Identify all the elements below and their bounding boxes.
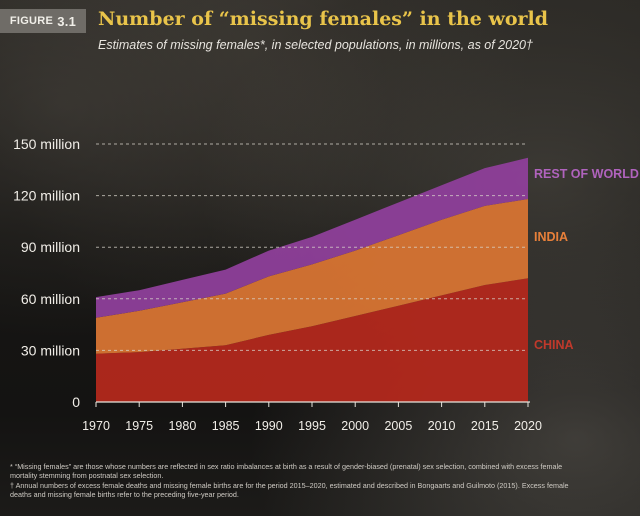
y-tick-label-90: 90 million <box>21 239 80 255</box>
x-tick-label-1975: 1975 <box>125 419 153 433</box>
y-tick-label-150: 150 million <box>13 136 80 152</box>
stacked-area-chart: 0 30 million 60 million 90 million 120 milli… <box>13 136 639 433</box>
x-tick-label-1980: 1980 <box>168 419 196 433</box>
series-label-india: INDIA <box>534 230 568 244</box>
x-tick-label-1985: 1985 <box>212 419 240 433</box>
x-tick-label-2005: 2005 <box>384 419 412 433</box>
chart-title: Number of “missing females” in the world <box>98 8 549 30</box>
x-tick-label-2015: 2015 <box>471 419 499 433</box>
y-tick-label-60: 60 million <box>21 291 80 307</box>
footnote-missing-females: * “Missing females” are those whose numb… <box>10 462 563 480</box>
area-china <box>96 278 528 402</box>
series-label-rest-of-world: REST OF WORLD <box>534 167 639 181</box>
x-tick-label-1990: 1990 <box>255 419 283 433</box>
y-tick-label-30: 30 million <box>21 342 80 358</box>
x-tick-label-1970: 1970 <box>82 419 110 433</box>
x-tick-label-2020: 2020 <box>514 419 542 433</box>
figure-label: FIGURE 3.1 <box>0 9 86 33</box>
figure-label-prefix: FIGURE <box>9 15 54 27</box>
x-tick-label-1995: 1995 <box>298 419 326 433</box>
footnotes: * “Missing females” are those whose numb… <box>10 462 570 500</box>
area-india <box>96 199 528 354</box>
chart-subtitle: Estimates of missing females*, in select… <box>98 38 533 52</box>
x-tick-label-2010: 2010 <box>428 419 456 433</box>
figure-label-number: 3.1 <box>57 13 77 29</box>
series-label-china: CHINA <box>534 338 574 352</box>
y-tick-label-120: 120 million <box>13 188 80 204</box>
y-tick-label-0: 0 <box>72 394 80 410</box>
x-tick-label-2000: 2000 <box>341 419 369 433</box>
footnote-annual-numbers: † Annual numbers of excess female deaths… <box>10 481 569 499</box>
area-rest-of-world <box>96 157 528 318</box>
